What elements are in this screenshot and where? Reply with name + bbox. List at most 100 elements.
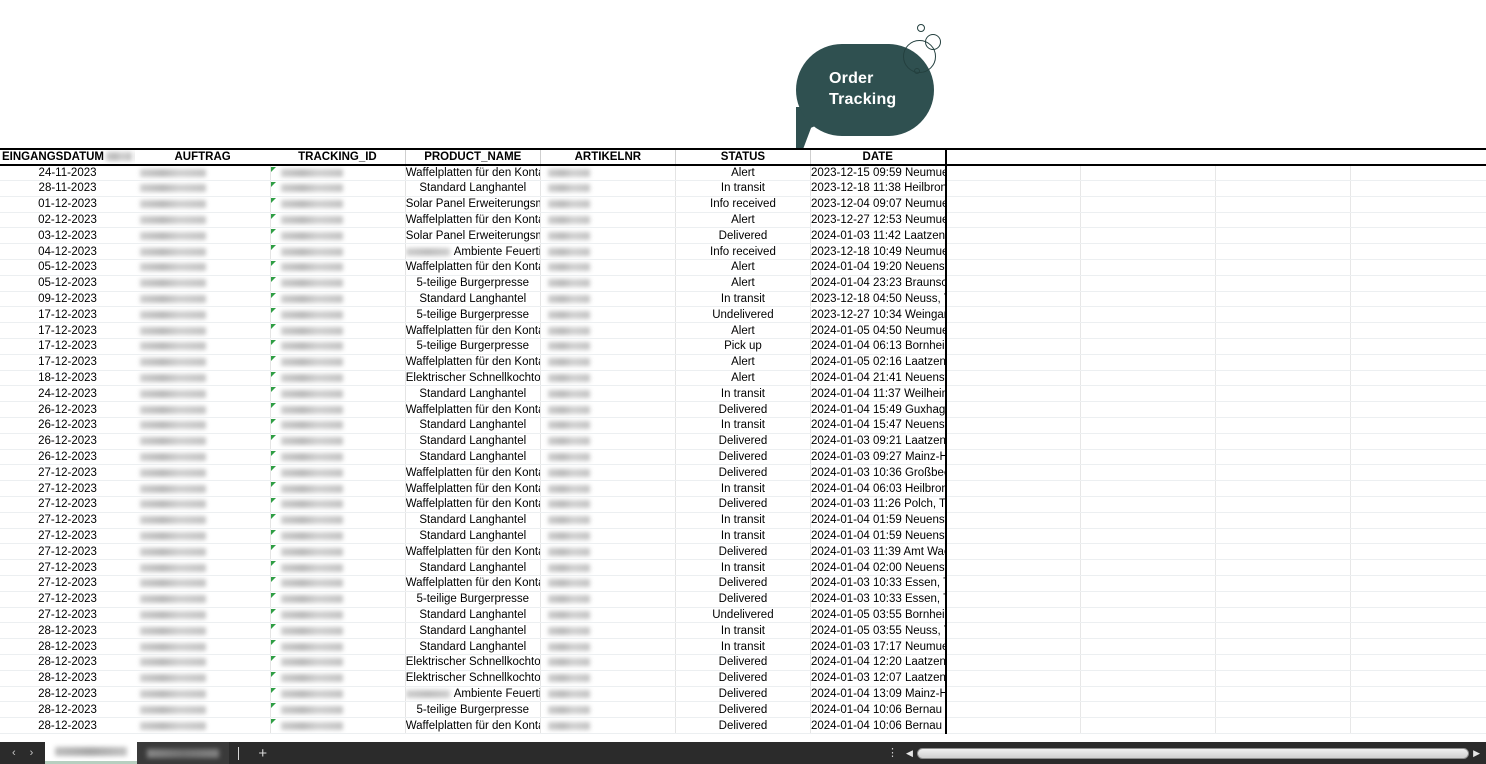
cell-date[interactable]: 2024-01-04 11:37 Weilheim, The parcel is… [810,385,947,403]
cell-blank-2[interactable] [1080,496,1216,513]
cell-product-name[interactable]: Waffelplatten für den Kontakt- und Tisch… [404,401,541,419]
cell-blank-2[interactable] [1080,354,1216,371]
cell-eingangsdatum[interactable]: 05-12-2023 [0,259,136,276]
column-header-blank-4[interactable] [1350,148,1486,166]
cell-blank-3[interactable] [1215,275,1351,292]
cell-blank-1[interactable] [945,291,1081,308]
cell-tracking-id[interactable] [269,701,406,719]
cell-artikelnr[interactable] [539,480,676,498]
table-row[interactable]: 28-12-2023 5-teilige Burgerpresse Delivere… [0,701,1486,719]
cell-tracking-id[interactable] [269,164,406,182]
cell-auftrag[interactable] [135,322,271,340]
cell-eingangsdatum[interactable]: 27-12-2023 [0,512,136,529]
cell-status[interactable]: Delivered [674,543,811,561]
cell-artikelnr[interactable] [539,701,676,719]
cell-artikelnr[interactable] [539,449,676,466]
cell-status[interactable]: In transit [674,622,811,640]
scroll-left-icon[interactable]: ◀ [906,747,913,758]
cell-tracking-id[interactable] [269,575,406,592]
cell-status[interactable]: Delivered [674,575,811,592]
cell-blank-1[interactable] [945,259,1081,276]
cell-blank-1[interactable] [945,401,1081,419]
cell-status[interactable]: In transit [674,528,811,545]
column-header-tracking-id[interactable]: TRACKING_ID [270,148,406,166]
cell-status[interactable]: In transit [674,417,811,434]
cell-artikelnr[interactable] [539,322,676,340]
cell-date[interactable]: 2024-01-04 02:00 Neuenstein, The parcel … [810,559,947,577]
cell-blank-4[interactable] [1350,196,1486,213]
cell-blank-1[interactable] [945,575,1081,592]
cell-blank-2[interactable] [1080,559,1216,577]
cell-eingangsdatum[interactable]: 03-12-2023 [0,227,136,245]
cell-blank-4[interactable] [1350,180,1486,197]
sheet-tab-active[interactable] [45,742,138,764]
cell-date[interactable]: 2023-12-15 09:59 Neumuenster, The parcel… [810,164,947,182]
cell-eingangsdatum[interactable]: 28-12-2023 [0,701,136,719]
table-row[interactable]: 09-12-2023 Standard Langhantel In transit 2… [0,291,1486,308]
cell-tracking-id[interactable] [269,243,406,261]
cell-product-name[interactable]: Standard Langhantel [404,291,541,308]
cell-auftrag[interactable] [135,654,271,671]
cell-blank-3[interactable] [1215,543,1351,561]
cell-status[interactable]: Delivered [674,401,811,419]
cell-blank-3[interactable] [1215,322,1351,340]
cell-blank-2[interactable] [1080,275,1216,292]
cell-date[interactable]: 2024-01-04 01:59 Neuenstein, The parcel … [810,528,947,545]
cell-blank-2[interactable] [1080,243,1216,261]
cell-blank-4[interactable] [1350,512,1486,529]
cell-product-name[interactable]: Standard Langhantel [404,180,541,197]
table-row[interactable]: 28-12-2023 Standard Langhantel In transit 2… [0,638,1486,655]
cell-date[interactable]: 2024-01-03 09:27 Mainz-Hechtsheim, The p… [810,449,947,466]
cell-auftrag[interactable] [135,291,271,308]
cell-artikelnr[interactable] [539,717,676,734]
cell-blank-2[interactable] [1080,575,1216,592]
cell-date[interactable]: 2024-01-03 11:42 Laatzen/Rethen, The par… [810,227,947,245]
cell-tracking-id[interactable] [269,354,406,371]
cell-blank-2[interactable] [1080,480,1216,498]
cell-artikelnr[interactable] [539,559,676,577]
cell-status[interactable]: Alert [674,370,811,387]
cell-status[interactable]: Delivered [674,686,811,703]
cell-auftrag[interactable] [135,686,271,703]
cell-blank-2[interactable] [1080,291,1216,308]
cell-tracking-id[interactable] [269,670,406,687]
table-row[interactable]: 18-12-2023 Elektrischer Schnellkochtopf A… [0,370,1486,387]
cell-eingangsdatum[interactable]: 02-12-2023 [0,212,136,229]
cell-auftrag[interactable] [135,275,271,292]
cell-tracking-id[interactable] [269,449,406,466]
cell-tracking-id[interactable] [269,338,406,355]
cell-status[interactable]: Alert [674,354,811,371]
table-row[interactable]: 27-12-2023 Waffelplatten für den Kontakt-… [0,464,1486,482]
add-sheet-button[interactable]: + [258,744,268,762]
table-row[interactable]: 27-12-2023 Waffelplatten für den Kontakt-… [0,543,1486,561]
cell-blank-4[interactable] [1350,480,1486,498]
cell-auftrag[interactable] [135,543,271,561]
cell-eingangsdatum[interactable]: 17-12-2023 [0,354,136,371]
cell-tracking-id[interactable] [269,275,406,292]
cell-auftrag[interactable] [135,354,271,371]
cell-blank-4[interactable] [1350,401,1486,419]
cell-auftrag[interactable] [135,701,271,719]
table-row[interactable]: 27-12-2023 Waffelplatten für den Kontakt-… [0,575,1486,592]
cell-artikelnr[interactable] [539,417,676,434]
cell-blank-1[interactable] [945,638,1081,655]
cell-blank-3[interactable] [1215,575,1351,592]
cell-blank-1[interactable] [945,512,1081,529]
table-row[interactable]: 28-12-2023 Elektrischer Schnellkochtopf A… [0,670,1486,687]
cell-eingangsdatum[interactable]: 01-12-2023 [0,196,136,213]
cell-blank-2[interactable] [1080,464,1216,482]
cell-status[interactable]: Alert [674,164,811,182]
cell-blank-1[interactable] [945,591,1081,608]
cell-product-name[interactable]: 5-teilige Burgerpresse [404,701,541,719]
cell-blank-2[interactable] [1080,385,1216,403]
cell-auftrag[interactable] [135,622,271,640]
cell-blank-4[interactable] [1350,417,1486,434]
cell-product-name[interactable]: Waffelplatten für den Kontakt- und Tisch… [404,322,541,340]
cell-artikelnr[interactable] [539,196,676,213]
cell-auftrag[interactable] [135,401,271,419]
cell-eingangsdatum[interactable]: 17-12-2023 [0,322,136,340]
cell-tracking-id[interactable] [269,717,406,734]
cell-blank-1[interactable] [945,164,1081,182]
cell-blank-2[interactable] [1080,417,1216,434]
cell-auftrag[interactable] [135,591,271,608]
